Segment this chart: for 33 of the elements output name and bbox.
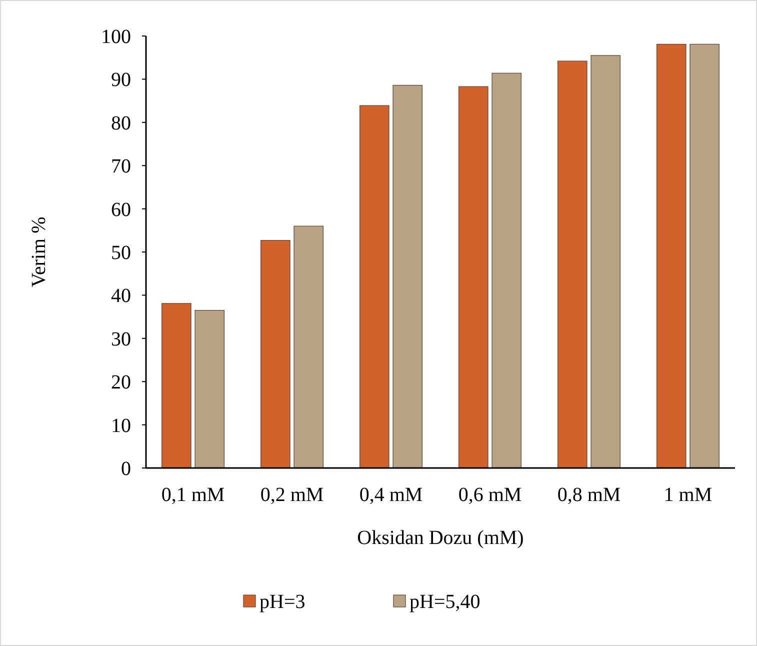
bar (260, 240, 290, 468)
y-tick-label: 50 (111, 242, 131, 264)
x-tick-label: 0,2 mM (260, 484, 324, 506)
legend-label: pH=3 (260, 591, 306, 613)
x-tick-label: 1 mM (664, 484, 712, 506)
y-axis-title: Verim % (28, 216, 50, 288)
bar (162, 303, 192, 468)
bar (392, 84, 422, 468)
bar (492, 72, 522, 468)
bar (458, 86, 488, 468)
y-tick-label: 0 (121, 458, 131, 480)
y-tick-label: 100 (101, 26, 131, 48)
x-tick-label: 0,6 mM (458, 484, 522, 506)
x-tick-label: 0,1 mM (161, 484, 225, 506)
x-tick-label: 0,4 mM (359, 484, 423, 506)
y-tick-label: 30 (111, 328, 131, 350)
y-tick-label: 60 (111, 198, 131, 221)
y-tick-label: 20 (111, 372, 131, 394)
x-tick-label: 0,8 mM (557, 484, 621, 506)
bar (656, 44, 686, 468)
y-tick-label: 10 (111, 414, 131, 437)
bar (590, 55, 620, 468)
y-tick-label: 80 (111, 112, 131, 134)
y-tick-label: 70 (111, 156, 131, 178)
bar (194, 310, 225, 468)
bar (690, 44, 720, 468)
bar (360, 105, 390, 468)
bar (294, 226, 324, 468)
legend-label: pH=5,40 (410, 591, 480, 613)
x-axis-title: Oksidan Dozu (mM) (357, 527, 524, 549)
y-tick-label: 90 (111, 69, 131, 92)
y-tick-label: 40 (111, 285, 131, 308)
bar (558, 60, 588, 468)
